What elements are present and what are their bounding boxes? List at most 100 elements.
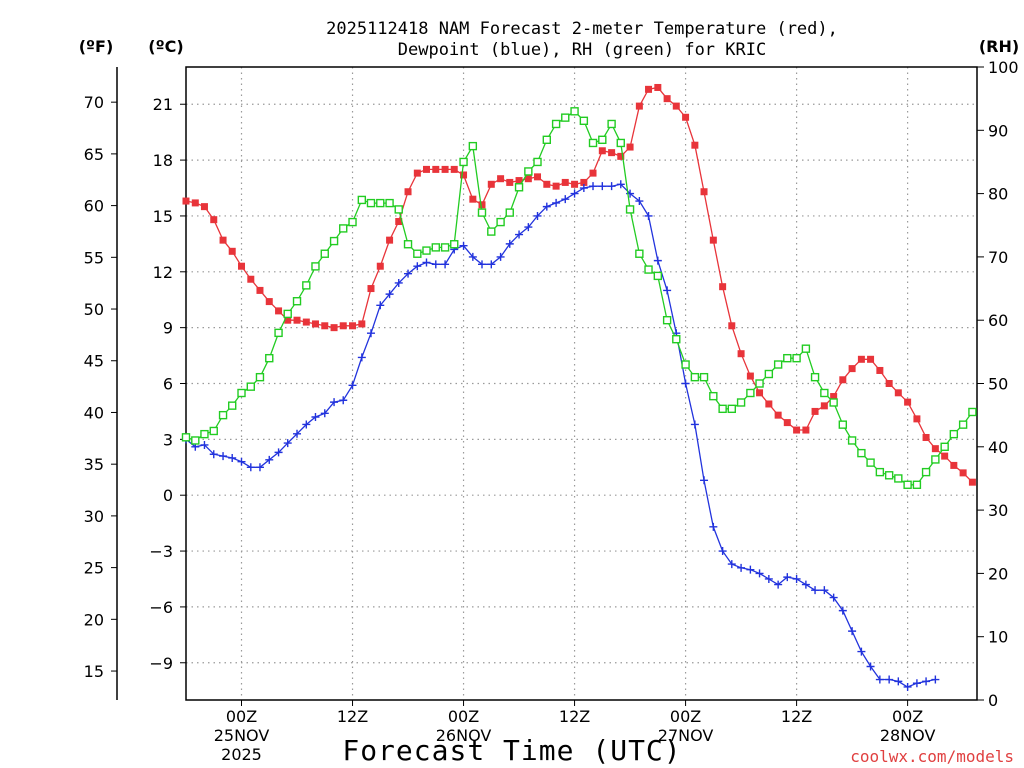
temperature-point <box>404 188 412 196</box>
rh-point <box>255 372 265 382</box>
rh-point <box>329 236 339 246</box>
rh-tick-label: 20 <box>988 564 1008 583</box>
rh-point <box>385 198 394 208</box>
rh-point <box>699 372 709 382</box>
temperature-point <box>210 216 218 224</box>
dewpoint-line <box>185 183 936 688</box>
rh-point <box>940 442 949 451</box>
fahrenheit-tick-label: 45 <box>84 352 104 371</box>
rh-tick-label: 50 <box>988 375 1008 394</box>
temperature-point <box>941 452 949 460</box>
dewpoint-point <box>801 580 810 589</box>
x-tick-label: 12Z <box>337 707 368 726</box>
dewpoint-point <box>727 560 736 569</box>
rh-point <box>265 353 274 363</box>
fahrenheit-tick-label: 40 <box>84 403 104 422</box>
rh-point <box>468 141 478 151</box>
dewpoint-point <box>561 195 570 204</box>
rh-point <box>376 198 385 208</box>
dewpoint-point <box>487 260 496 269</box>
temperature-point <box>700 188 708 196</box>
x-date-label: 26NOV <box>436 726 492 745</box>
rh-point <box>681 360 690 369</box>
temperature-point <box>811 407 819 415</box>
fahrenheit-tick-label: 30 <box>84 507 104 526</box>
rh-point <box>616 138 625 148</box>
celsius-axis-label: (ºC) <box>148 37 183 56</box>
rh-point <box>847 436 857 445</box>
temperature-point <box>876 366 884 374</box>
rh-point <box>662 316 672 325</box>
temperature-point <box>497 175 505 183</box>
rh-point <box>561 113 570 122</box>
fahrenheit-tick-label: 20 <box>84 610 104 629</box>
temperature-point <box>311 320 319 328</box>
dewpoint-point <box>515 230 524 239</box>
dewpoint-point <box>394 278 403 287</box>
grid-lines <box>186 67 977 700</box>
temperature-point <box>959 469 967 477</box>
temperature-point <box>228 247 236 255</box>
dewpoint-point <box>542 202 551 211</box>
rh-point <box>727 404 736 414</box>
rh-point <box>672 334 681 344</box>
rh-series <box>181 107 977 489</box>
rh-point <box>644 265 653 274</box>
dewpoint-point <box>533 211 542 220</box>
dewpoint-point <box>255 463 264 472</box>
celsius-tick-label: 12 <box>153 263 173 282</box>
temperature-point <box>663 95 671 103</box>
dewpoint-point <box>838 606 847 615</box>
temperature-point <box>931 445 939 453</box>
dewpoint-point <box>385 290 394 299</box>
dewpoint-point <box>209 450 218 459</box>
dewpoint-point <box>376 301 385 310</box>
dewpoint-point <box>829 593 838 602</box>
rh-point <box>598 135 607 144</box>
dewpoint-point <box>644 211 653 220</box>
fahrenheit-tick-label: 70 <box>84 93 104 112</box>
rh-tick-label: 0 <box>988 691 998 710</box>
rh-point <box>542 135 552 144</box>
rh-point <box>524 167 533 176</box>
rh-point <box>764 369 774 379</box>
rh-point <box>912 480 922 489</box>
dewpoint-point <box>737 563 746 572</box>
dewpoint-point <box>552 198 561 207</box>
x-year-label: 2025 <box>221 745 262 764</box>
temperature-point <box>709 236 717 244</box>
celsius-tick-label: −3 <box>149 542 173 561</box>
temperature-point <box>904 398 912 406</box>
x-tick-label: 12Z <box>781 707 812 726</box>
fahrenheit-tick-label: 55 <box>84 248 104 267</box>
temperature-point <box>765 400 773 408</box>
temperature-point <box>293 316 301 324</box>
rh-point <box>792 353 801 363</box>
rh-point <box>783 353 792 363</box>
dewpoint-point <box>283 439 292 448</box>
temperature-point <box>247 275 255 283</box>
rh-point <box>810 372 820 382</box>
credit-link[interactable]: coolwx.com/models <box>850 747 1014 766</box>
temperature-point <box>793 426 801 434</box>
rh-point <box>357 195 367 205</box>
temperature-point <box>506 178 514 186</box>
temperature-point <box>885 380 893 387</box>
rh-point <box>866 458 875 467</box>
temperature-point <box>783 419 791 427</box>
dewpoint-point <box>922 677 931 686</box>
dewpoint-point <box>764 574 773 583</box>
rh-point <box>607 119 616 129</box>
rh-point <box>625 205 635 214</box>
temperature-point <box>469 195 477 203</box>
dewpoint-point <box>339 396 348 405</box>
celsius-tick-label: 6 <box>163 375 173 394</box>
rh-tick-label: 70 <box>988 248 1008 267</box>
fahrenheit-tick-label: 15 <box>84 662 104 681</box>
rh-tick-label: 40 <box>988 438 1008 457</box>
dewpoint-point <box>404 269 413 278</box>
celsius-tick-label: 3 <box>163 430 173 449</box>
rh-point <box>394 205 403 214</box>
dewpoint-point <box>219 452 228 461</box>
chart-title-line1: 2025112418 NAM Forecast 2-meter Temperat… <box>326 19 838 39</box>
